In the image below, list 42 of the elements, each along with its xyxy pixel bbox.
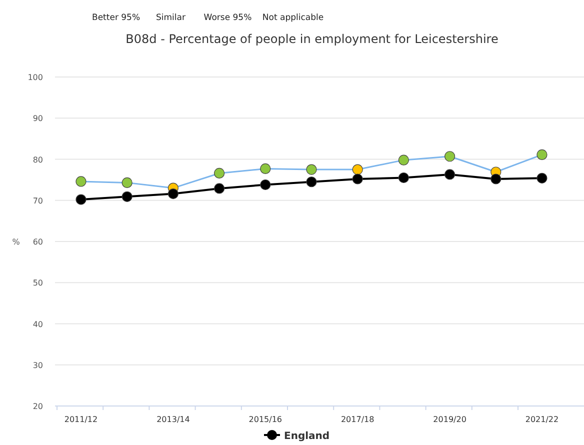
x-tick-label: 2013/14 xyxy=(156,415,190,424)
point xyxy=(306,176,317,188)
point xyxy=(536,149,548,160)
chart-title: B08d - Percentage of people in employment for Leicestershire xyxy=(126,32,498,46)
text: Worse 95% xyxy=(204,13,252,23)
y-tick-label: 20 xyxy=(32,402,43,411)
text: Not applicable xyxy=(262,13,324,23)
legend-label: England xyxy=(284,431,330,442)
y-axis-title: % xyxy=(12,238,20,246)
point xyxy=(352,174,363,184)
y-tick-label: 30 xyxy=(32,360,43,370)
point xyxy=(536,172,548,184)
text: Better 95% xyxy=(92,13,140,23)
y-tick-label: 90 xyxy=(32,114,43,124)
point xyxy=(260,163,271,174)
point xyxy=(76,194,86,205)
y-tick-label: 50 xyxy=(32,278,43,288)
y-tick-label: 100 xyxy=(28,73,43,82)
point xyxy=(490,174,502,184)
x-tick-label: 2015/16 xyxy=(248,415,282,424)
point xyxy=(168,188,178,200)
y-tick-label: 40 xyxy=(32,320,43,329)
point xyxy=(306,164,317,175)
point xyxy=(122,191,132,202)
point xyxy=(398,154,409,166)
point xyxy=(260,179,271,190)
x-tick-label: 2021/22 xyxy=(525,415,559,424)
point xyxy=(444,151,456,162)
point xyxy=(398,172,409,184)
y-tick-label: 80 xyxy=(32,155,43,164)
point xyxy=(122,177,132,188)
x-tick-label: 2017/18 xyxy=(340,415,374,424)
x-tick-label: 2011/12 xyxy=(64,415,98,424)
y-tick-label: 70 xyxy=(32,196,43,206)
y-tick-label: 60 xyxy=(32,238,43,246)
text: Similar xyxy=(156,13,186,23)
point xyxy=(214,183,225,194)
point xyxy=(214,168,225,179)
x-tick-label: 2019/20 xyxy=(433,415,466,424)
point xyxy=(76,176,86,187)
point xyxy=(444,169,456,180)
point xyxy=(352,164,363,175)
